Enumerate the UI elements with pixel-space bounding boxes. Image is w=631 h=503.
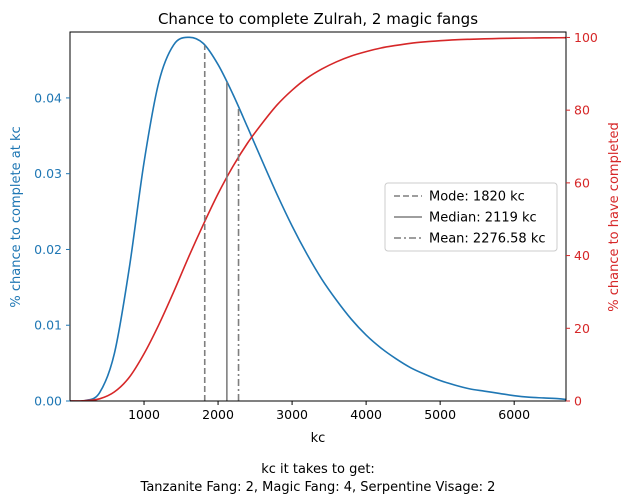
y-right-tick-label: 40 [574, 248, 590, 263]
legend-label-mode: Mode: 1820 kc [429, 190, 525, 205]
y-right-tick-label: 20 [574, 321, 590, 336]
y-right-tick-label: 100 [574, 30, 598, 45]
x-tick-label: 3000 [276, 407, 308, 422]
y-left-tick-label: 0.01 [34, 318, 62, 333]
x-tick-label: 6000 [498, 407, 530, 422]
y-left-tick-label: 0.02 [34, 242, 62, 257]
caption-line-1: kc it takes to get: [261, 462, 375, 477]
cumulative-line [70, 36, 566, 401]
x-axis-label: kc [311, 431, 326, 446]
y-right-tick-label: 0 [574, 394, 582, 409]
caption-line-2: Tanzanite Fang: 2, Magic Fang: 4, Serpen… [140, 480, 496, 495]
x-tick-label: 1000 [128, 407, 160, 422]
plot-series-group [70, 36, 566, 401]
legend: Mode: 1820 kc Median: 2119 kc Mean: 2276.5… [384, 182, 558, 252]
y-left-tick-label: 0.00 [34, 394, 62, 409]
y-left-tick-label: 0.04 [34, 90, 62, 105]
y-left-tick-label: 0.03 [34, 166, 62, 181]
x-tick-label: 2000 [202, 407, 234, 422]
x-tick-label: 5000 [424, 407, 456, 422]
y-axis-right-label: % chance to have completed [607, 122, 622, 312]
y-right-tick-label: 80 [574, 103, 590, 118]
legend-label-mean: Mean: 2276.58 kc [429, 232, 546, 247]
density-line [70, 36, 566, 401]
axes: 1000 2000 3000 4000 5000 60000.000.010.020.03… [34, 30, 598, 422]
x-tick-label: 4000 [350, 407, 382, 422]
plot-area [70, 36, 566, 401]
legend-box [384, 182, 558, 252]
legend-label-median: Median: 2119 kc [429, 211, 537, 226]
chart-title: Chance to complete Zulrah, 2 magic fangs [158, 10, 478, 28]
y-right-tick-label: 60 [574, 175, 590, 190]
plot-frame [69, 31, 567, 402]
y-axis-left-label: % chance to complete at kc [9, 126, 24, 307]
